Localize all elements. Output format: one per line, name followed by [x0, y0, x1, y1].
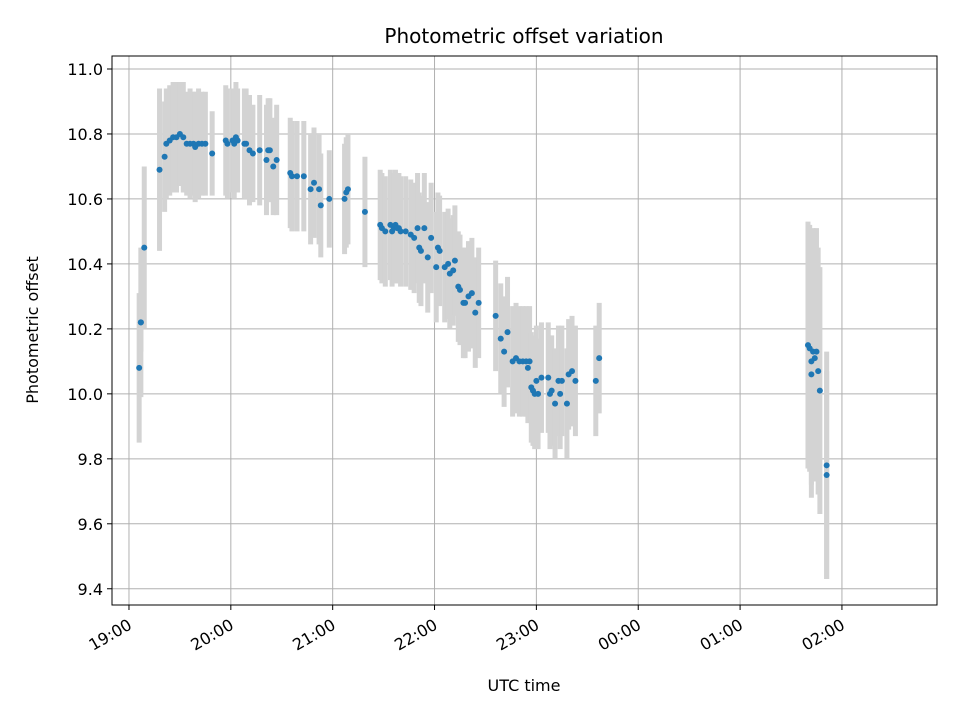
data-point: [382, 228, 389, 235]
y-tick-label: 10.6: [67, 190, 103, 209]
data-point: [823, 472, 830, 479]
data-point: [273, 156, 280, 163]
data-point: [462, 299, 469, 306]
y-tick-label: 10.2: [67, 320, 103, 339]
data-point: [545, 374, 552, 381]
data-point: [141, 244, 148, 251]
data-points: [136, 130, 830, 479]
grid: [112, 56, 937, 605]
data-point: [501, 348, 508, 355]
data-point: [492, 312, 499, 319]
data-point: [361, 208, 368, 215]
chart-title: Photometric offset variation: [384, 24, 663, 48]
data-point: [137, 319, 144, 326]
data-point: [811, 355, 818, 362]
data-point: [596, 355, 603, 362]
data-point: [552, 400, 559, 407]
data-point: [156, 166, 163, 173]
data-point: [538, 374, 545, 381]
y-axis-title: Photometric offset: [23, 256, 42, 404]
data-point: [472, 309, 479, 316]
data-point: [808, 371, 815, 378]
y-tick-label: 9.4: [78, 580, 103, 599]
data-point: [300, 173, 307, 180]
data-point: [209, 150, 216, 157]
data-point: [341, 195, 348, 202]
data-point: [548, 387, 555, 394]
data-point: [468, 290, 475, 297]
data-point: [307, 186, 314, 193]
data-point: [816, 387, 823, 394]
data-point: [557, 390, 564, 397]
y-tick-label: 9.8: [78, 450, 103, 469]
data-point: [569, 368, 576, 375]
data-point: [270, 163, 277, 170]
data-point: [180, 134, 187, 141]
data-point: [266, 147, 273, 154]
data-point: [344, 186, 351, 193]
data-point: [451, 257, 458, 264]
data-point: [316, 186, 323, 193]
data-point: [294, 173, 301, 180]
data-point: [475, 299, 482, 306]
data-point: [317, 202, 324, 209]
data-point: [421, 225, 428, 232]
data-point: [249, 150, 256, 157]
y-tick-label: 11.0: [67, 60, 103, 79]
data-point: [572, 377, 579, 384]
data-point: [136, 364, 143, 371]
data-point: [533, 377, 540, 384]
data-point: [813, 348, 820, 355]
data-point: [256, 147, 263, 154]
data-point: [414, 225, 421, 232]
data-point: [592, 377, 599, 384]
data-point: [815, 368, 822, 375]
data-point: [326, 195, 333, 202]
data-point: [450, 267, 457, 274]
data-point: [433, 264, 440, 271]
data-point: [417, 247, 424, 254]
y-axis: 9.4 9.6 9.8 10.0 10.2 10.4 10.6 10.8 11.0: [67, 60, 112, 599]
data-point: [456, 286, 463, 293]
data-point: [526, 358, 533, 365]
data-point: [504, 329, 511, 336]
data-point: [445, 260, 452, 267]
data-point: [428, 234, 435, 241]
data-point: [224, 140, 231, 147]
plot-frame: [111, 55, 938, 606]
y-tick-label: 10.0: [67, 385, 103, 404]
data-point: [402, 228, 409, 235]
data-point: [823, 462, 830, 469]
y-tick-label: 10.8: [67, 125, 103, 144]
data-point: [436, 247, 443, 254]
y-tick-label: 10.4: [67, 255, 103, 274]
x-axis-title: UTC time: [488, 676, 561, 695]
data-point: [535, 390, 542, 397]
y-tick-label: 9.6: [78, 515, 103, 534]
data-point: [263, 156, 270, 163]
data-point: [202, 140, 209, 147]
data-point: [497, 335, 504, 342]
data-point: [411, 234, 418, 241]
data-point: [524, 364, 531, 371]
data-point: [243, 140, 250, 147]
data-point: [288, 173, 295, 180]
data-point: [558, 377, 565, 384]
data-point: [234, 137, 241, 144]
data-point: [563, 400, 570, 407]
data-point: [311, 179, 318, 186]
data-point: [161, 153, 168, 160]
data-point: [424, 254, 431, 261]
data-point: [397, 228, 404, 235]
